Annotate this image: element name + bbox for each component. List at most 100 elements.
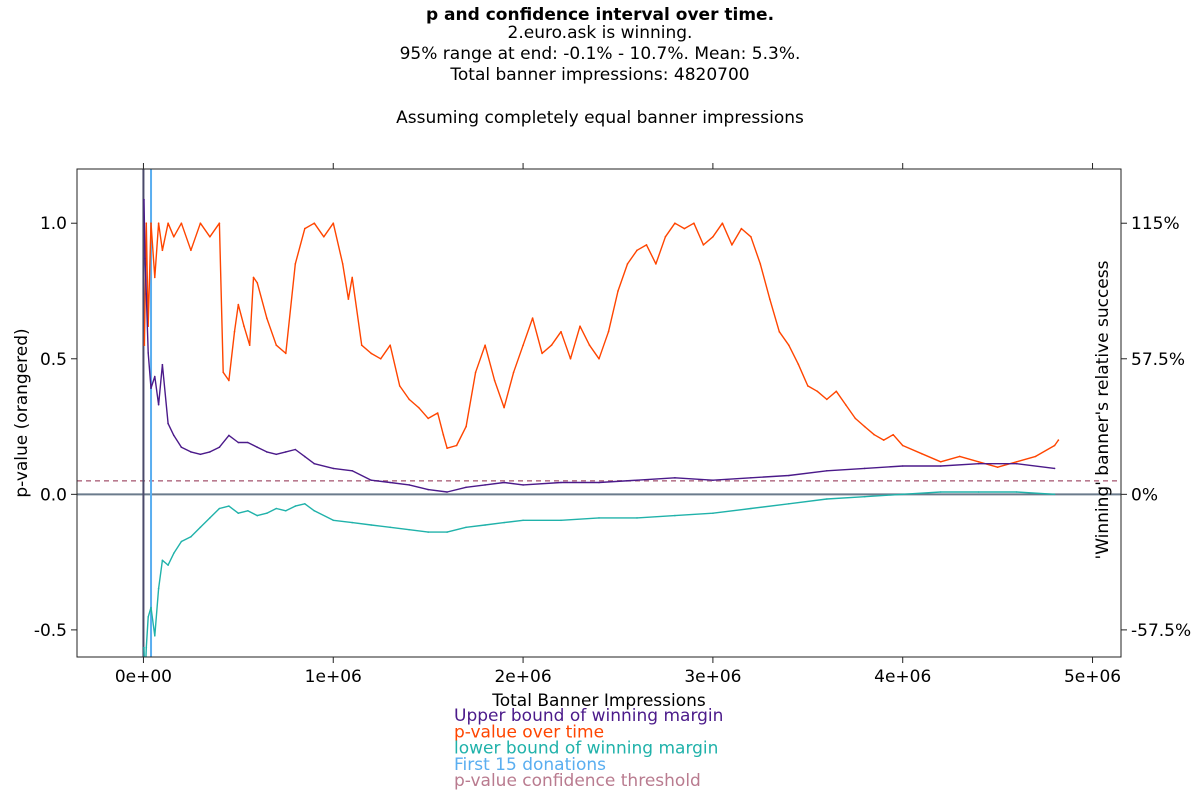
data-point-lower [256,514,259,517]
data-point-lower [826,498,828,500]
data-point-lower [484,524,486,526]
data-point-lower [332,519,335,522]
data-point-pvalue [901,444,904,447]
y-tick-label-right: -57.5% [1131,621,1191,641]
data-point-pvalue [341,263,344,265]
data-point-upper [247,441,249,444]
y-axis-label-right: 'Winning' banner's relative success [1093,260,1113,559]
data-point-upper [161,363,164,366]
data-point-lower [1015,491,1018,493]
data-point-pvalue [209,236,211,238]
data-point-lower [863,495,866,498]
data-point-pvalue [199,222,202,224]
data-point-pvalue [408,398,411,401]
data-point-upper [157,403,160,406]
x-tick-label: 2e+06 [494,667,551,687]
data-point-pvalue [427,417,430,420]
data-point-lower [977,491,980,493]
data-point-upper [446,491,448,493]
data-point-pvalue [550,344,553,347]
data-point-pvalue [1015,461,1018,463]
data-point-pvalue [569,358,572,360]
data-point-pvalue [816,390,819,393]
data-point-lower [712,512,714,514]
data-point-pvalue [797,363,800,366]
data-point-pvalue [778,330,781,333]
data-point-lower [750,507,752,510]
data-point-lower [173,552,175,555]
data-point-pvalue [617,290,619,292]
data-point-pvalue [845,404,847,406]
data-point-pvalue [161,249,164,252]
x-tick-label: 3e+06 [684,667,741,687]
data-point-lower [285,510,287,512]
data-point-lower [560,519,562,522]
data-point-pvalue [442,433,445,436]
data-point-upper [370,479,373,482]
data-point-pvalue [493,379,496,382]
data-point-pvalue [252,276,255,279]
data-point-pvalue [826,398,828,401]
data-point-pvalue [788,344,790,347]
data-point-lower [199,526,202,529]
plot-area [77,169,1121,657]
data-point-lower [167,564,169,566]
data-point-pvalue [503,406,505,409]
y-tick-label-left: 0.0 [40,485,67,505]
data-point-upper [294,448,297,451]
data-point-upper [285,451,287,453]
data-point-pvalue [1057,439,1060,441]
y-tick-label-left: 0.5 [40,350,67,370]
data-point-upper [150,387,152,390]
data-point-upper [826,470,828,472]
data-point-lower [154,635,156,637]
data-point-pvalue [607,330,610,333]
data-point-upper [180,446,183,449]
data-point-pvalue [351,276,354,279]
data-point-pvalue [143,344,146,347]
data-point-upper [266,451,268,453]
data-point-upper [560,481,562,484]
legend-item-donations: First 15 donations [454,755,606,775]
data-point-pvalue [436,412,439,414]
data-point-lower [190,536,192,538]
data-point-pvalue [958,455,961,458]
data-point-pvalue [626,263,629,265]
data-point-lower [209,517,211,519]
data-point-upper [154,375,156,378]
data-point-upper [145,293,148,295]
data-point-lower [788,503,790,505]
data-point-pvalue [389,344,392,347]
data-point-upper [351,470,354,472]
y-tick-label-right: 0% [1131,485,1158,505]
data-point-pvalue [939,461,942,463]
data-point-upper [522,484,524,486]
series-line-lower [143,491,1055,657]
data-point-pvalue [664,236,667,238]
chart-subtitle-line: 95% range at end: -0.1% - 10.7%. Mean: 5… [400,44,801,64]
data-point-pvalue [873,433,875,436]
data-point-lower [147,616,149,618]
data-point-upper [427,488,430,491]
data-point-pvalue [304,227,306,230]
data-point-pvalue [977,461,980,463]
data-point-lower [503,521,505,524]
data-point-lower [294,505,297,507]
data-point-pvalue [522,344,524,347]
data-point-lower [427,531,430,533]
x-tick-label: 4e+06 [874,667,931,687]
data-point-pvalue [347,298,350,300]
legend-item-lower: lower bound of winning margin [454,739,718,759]
data-point-pvalue [541,352,543,355]
data-point-pvalue [474,371,477,374]
data-point-pvalue [237,303,240,306]
legend-item-pvalue: p-value over time [454,722,604,742]
data-point-upper [173,434,175,437]
data-point-pvalue [222,371,224,374]
data-point-pvalue [712,236,714,238]
data-point-pvalue [285,352,287,355]
data-point-pvalue [145,222,148,224]
data-point-upper [147,352,149,354]
chart-subtitle-line: Assuming completely equal banner impress… [396,108,804,128]
